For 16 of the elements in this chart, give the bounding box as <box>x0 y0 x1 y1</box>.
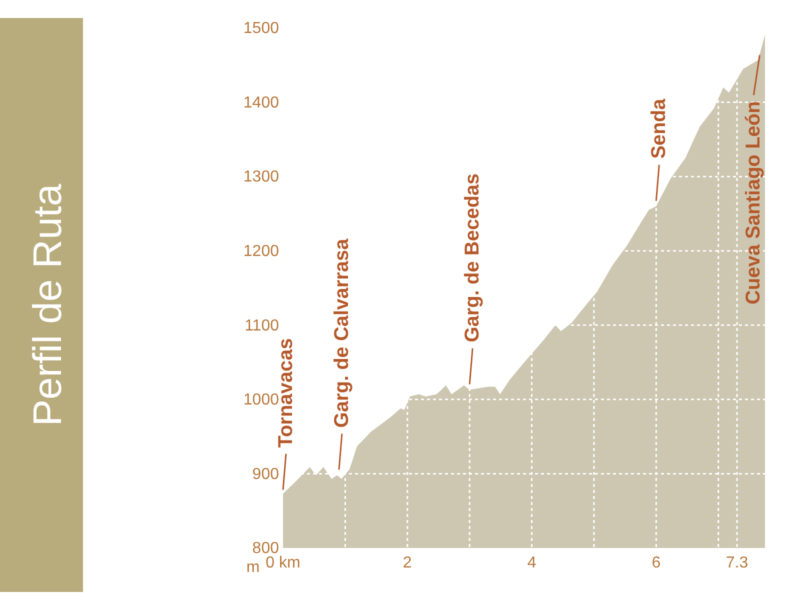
x-tick-label: 6 <box>652 554 661 572</box>
x-tick-label: 4 <box>527 554 536 572</box>
annotation: Cueva Santiago León <box>742 101 765 305</box>
annotation: Garg. de Calvarrasa <box>330 238 353 428</box>
y-tick-label: 1400 <box>243 94 280 112</box>
y-tick-label: 1200 <box>243 242 280 260</box>
y-tick-label: 1300 <box>243 168 280 186</box>
text: Perfil de Ruta <box>26 183 70 426</box>
y-axis-title: m <box>246 559 260 576</box>
y-tick-label: 900 <box>252 466 280 483</box>
x-tick-label: 2 <box>402 554 412 572</box>
annotation: Senda <box>648 98 670 159</box>
y-tick-label: 1100 <box>244 317 280 334</box>
y-tick-label: 1500 <box>243 20 280 38</box>
x-tick-label: 7.3 <box>726 554 748 572</box>
annotation: Garg. de Becedas <box>462 173 484 342</box>
